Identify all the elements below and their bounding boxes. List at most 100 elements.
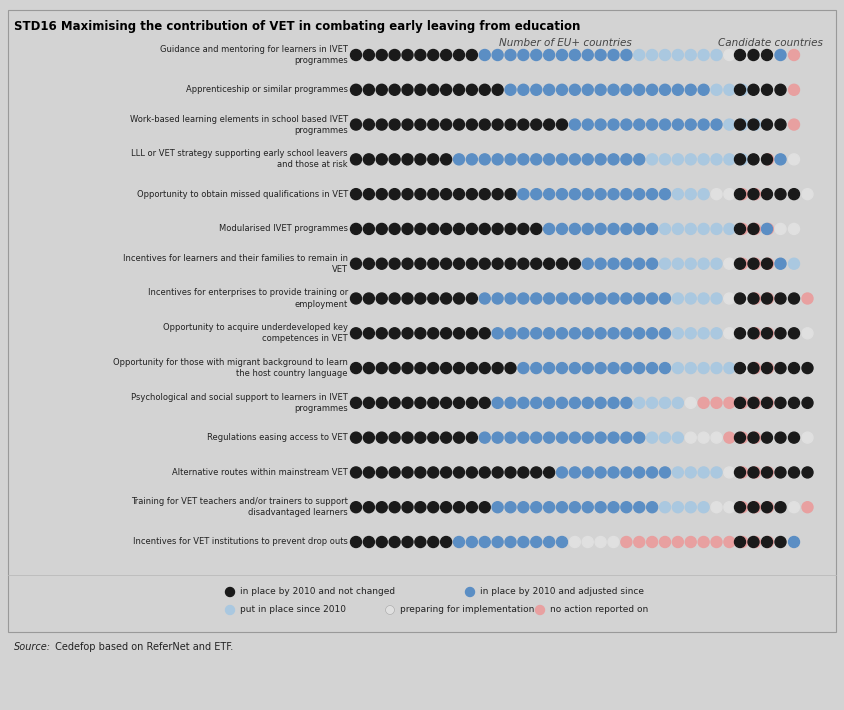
Circle shape [634,50,645,60]
Circle shape [749,154,760,165]
Circle shape [544,258,555,269]
Circle shape [647,328,657,339]
Circle shape [570,328,581,339]
Circle shape [608,84,619,95]
Circle shape [544,224,555,234]
Circle shape [556,119,567,130]
Circle shape [479,502,490,513]
Circle shape [724,502,735,513]
Circle shape [467,537,478,547]
Circle shape [350,154,361,165]
Circle shape [788,293,799,304]
Circle shape [724,398,735,408]
Circle shape [724,537,735,547]
Circle shape [364,258,375,269]
Circle shape [749,50,760,60]
Circle shape [415,328,426,339]
Circle shape [467,502,478,513]
Circle shape [505,189,516,200]
Circle shape [492,363,503,373]
Circle shape [582,467,593,478]
Circle shape [570,258,581,269]
Circle shape [531,224,542,234]
Circle shape [518,398,529,408]
Circle shape [608,502,619,513]
Circle shape [698,189,709,200]
Circle shape [724,154,735,165]
Circle shape [518,119,529,130]
Circle shape [544,398,555,408]
Text: Alternative routes within mainstream VET: Alternative routes within mainstream VET [172,468,348,477]
Circle shape [376,328,387,339]
Circle shape [376,432,387,443]
Circle shape [659,502,670,513]
Circle shape [711,293,722,304]
Circle shape [595,363,606,373]
Circle shape [634,467,645,478]
Circle shape [376,537,387,547]
Circle shape [698,154,709,165]
Circle shape [428,84,439,95]
Circle shape [402,154,413,165]
Circle shape [737,328,748,339]
Circle shape [595,258,606,269]
Circle shape [350,224,361,234]
Circle shape [364,467,375,478]
Circle shape [711,537,722,547]
Circle shape [492,189,503,200]
Circle shape [749,328,760,339]
Circle shape [748,189,759,200]
Circle shape [737,502,748,513]
Circle shape [492,84,503,95]
Circle shape [685,224,696,234]
Circle shape [350,328,361,339]
Circle shape [350,502,361,513]
Circle shape [724,363,735,373]
Circle shape [492,467,503,478]
Circle shape [734,119,745,130]
Circle shape [389,154,400,165]
Circle shape [479,293,490,304]
Circle shape [595,328,606,339]
Circle shape [788,467,799,478]
Circle shape [582,328,593,339]
Circle shape [595,50,606,60]
Circle shape [685,84,696,95]
Circle shape [518,189,529,200]
Circle shape [673,84,684,95]
Circle shape [402,502,413,513]
Circle shape [788,84,799,95]
Circle shape [737,189,748,200]
Circle shape [608,258,619,269]
Circle shape [737,432,748,443]
Circle shape [788,537,799,547]
Circle shape [350,467,361,478]
Circle shape [467,154,478,165]
Circle shape [453,50,464,60]
Text: LLL or VET strategy supporting early school leavers
and those at risk: LLL or VET strategy supporting early sch… [132,149,348,170]
Circle shape [685,537,696,547]
Circle shape [698,502,709,513]
Circle shape [698,84,709,95]
Circle shape [441,119,452,130]
Circle shape [737,467,748,478]
Circle shape [518,363,529,373]
Circle shape [762,467,773,478]
Circle shape [505,502,516,513]
Circle shape [570,154,581,165]
Circle shape [467,293,478,304]
Circle shape [737,224,748,234]
Circle shape [518,537,529,547]
Text: Cedefop based on ReferNet and ETF.: Cedefop based on ReferNet and ETF. [52,642,233,652]
Circle shape [582,502,593,513]
Circle shape [734,363,745,373]
Circle shape [647,293,657,304]
Circle shape [659,537,670,547]
Circle shape [453,537,464,547]
Circle shape [350,258,361,269]
Circle shape [364,398,375,408]
Circle shape [775,84,786,95]
Circle shape [402,224,413,234]
Circle shape [582,258,593,269]
Circle shape [402,432,413,443]
